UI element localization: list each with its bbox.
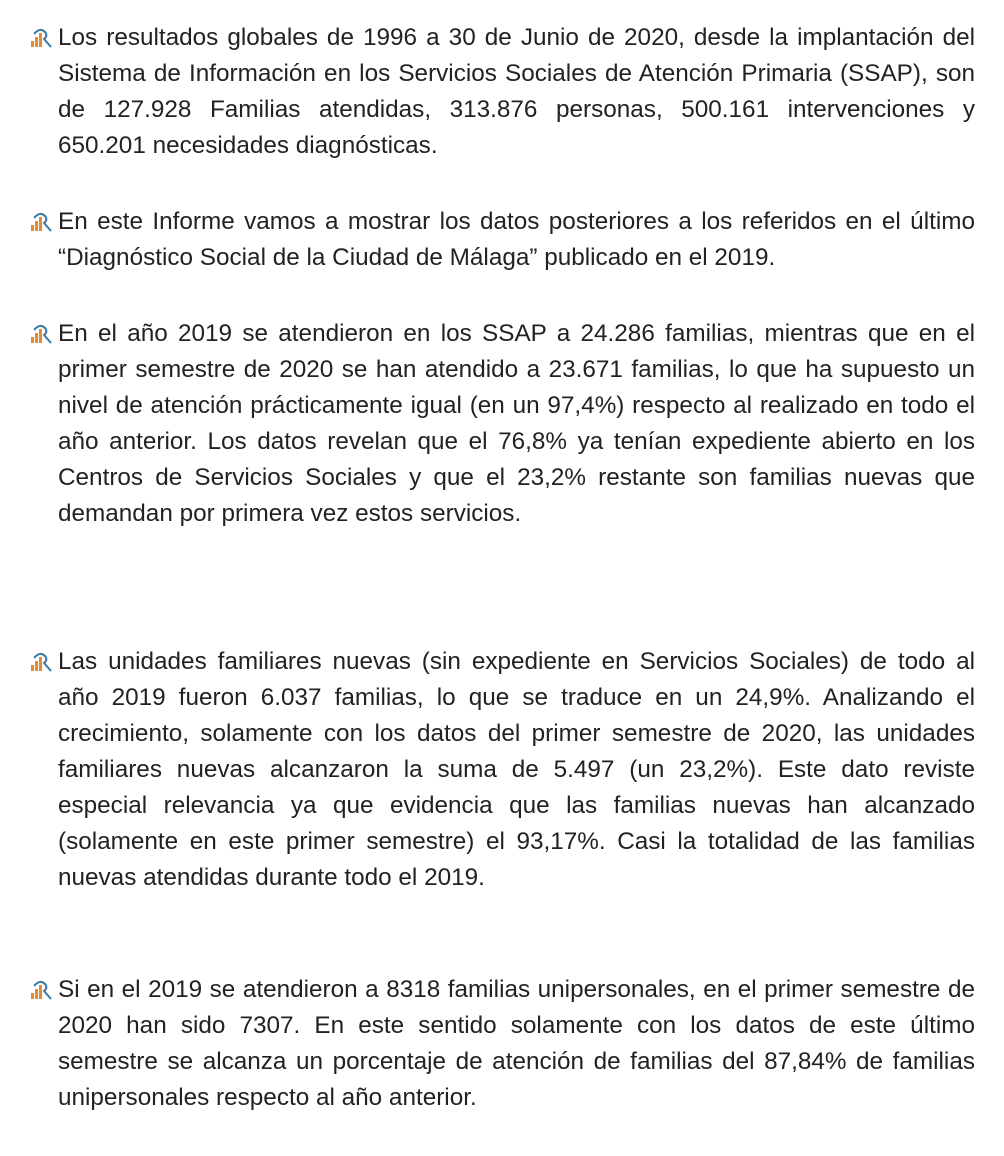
paragraph: Las unidades familiares nuevas (sin expe… bbox=[58, 648, 975, 891]
bullet-item: En el año 2019 se atendieron en los SSAP… bbox=[30, 316, 975, 532]
bullet-icon bbox=[31, 212, 52, 232]
paragraph: En este Informe vamos a mostrar los dato… bbox=[58, 208, 975, 271]
bullet-item: Las unidades familiares nuevas (sin expe… bbox=[30, 644, 975, 896]
bullet-item: Si en el 2019 se atendieron a 8318 famil… bbox=[30, 972, 975, 1116]
paragraph: En el año 2019 se atendieron en los SSAP… bbox=[58, 320, 975, 527]
bullet-icon bbox=[31, 324, 52, 344]
bullet-item: Los resultados globales de 1996 a 30 de … bbox=[30, 20, 975, 164]
bullet-item: En este Informe vamos a mostrar los dato… bbox=[30, 204, 975, 276]
paragraph: Si en el 2019 se atendieron a 8318 famil… bbox=[58, 976, 975, 1111]
bullet-icon bbox=[31, 28, 52, 48]
paragraph: Los resultados globales de 1996 a 30 de … bbox=[58, 24, 975, 159]
bullet-icon bbox=[31, 652, 52, 672]
bullet-icon bbox=[31, 980, 52, 1000]
